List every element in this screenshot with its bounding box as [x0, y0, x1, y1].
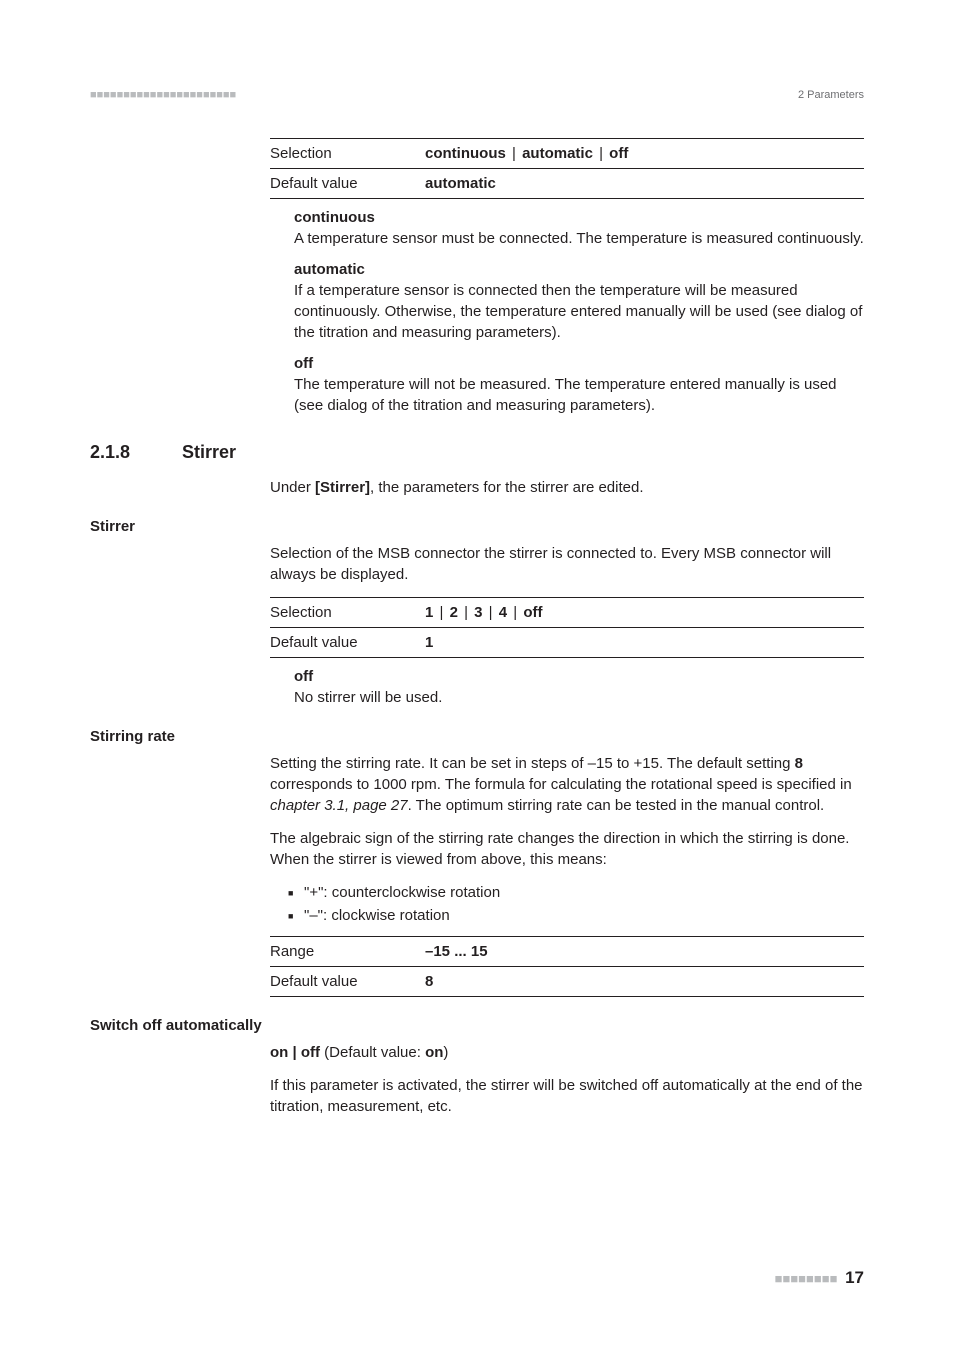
table-row: Selectioncontinuous | automatic | off: [270, 139, 864, 169]
page: ■■■■■■■■■■■■■■■■■■■■■■ 2 Parameters Sele…: [0, 0, 954, 1350]
stirrer-def-term: off: [294, 666, 864, 687]
intro-prefix: Under: [270, 479, 315, 496]
list-item: "+": counterclockwise rotation: [288, 882, 864, 903]
table-value: 8: [425, 967, 864, 997]
stirring-rate-para2: The algebraic sign of the stirring rate …: [270, 828, 864, 870]
footer-page-number: 17: [845, 1268, 864, 1287]
switch-off-block: on | off (Default value: on) If this par…: [270, 1042, 864, 1117]
definition-desc: If a temperature sensor is connected the…: [294, 280, 864, 343]
sr-p1-b: corresponds to 1000 rpm. The formula for…: [270, 776, 852, 793]
switch-off-opts-bold: on: [425, 1044, 443, 1061]
definition-term: automatic: [294, 259, 864, 280]
switch-off-para: If this parameter is activated, the stir…: [270, 1075, 864, 1117]
stirring-rate-bullets: "+": counterclockwise rotation"–": clock…: [288, 882, 864, 926]
table-value: continuous | automatic | off: [425, 139, 864, 169]
table-row: Default value1: [270, 628, 864, 658]
definition-term: off: [294, 353, 864, 374]
switch-off-opts-c: ): [443, 1044, 448, 1061]
header-dashes: ■■■■■■■■■■■■■■■■■■■■■■: [90, 88, 236, 103]
section-title: Stirrer: [182, 440, 236, 465]
table-key: Default value: [270, 628, 425, 658]
switch-off-opts-b: (Default value:: [320, 1044, 425, 1061]
table-value: automatic: [425, 169, 864, 199]
temperature-selection-table: Selectioncontinuous | automatic | offDef…: [270, 138, 864, 199]
page-footer: ■■■■■■■■ 17: [775, 1266, 864, 1290]
page-header: ■■■■■■■■■■■■■■■■■■■■■■ 2 Parameters: [90, 88, 864, 103]
stirrer-heading: Stirrer: [90, 516, 864, 537]
temperature-definitions: continuousA temperature sensor must be c…: [294, 207, 864, 416]
header-chapter: 2 Parameters: [798, 88, 864, 103]
table-row: Default valueautomatic: [270, 169, 864, 199]
stirring-rate-heading: Stirring rate: [90, 726, 864, 747]
sr-p1-a: Setting the stirring rate. It can be set…: [270, 755, 795, 772]
intro-suffix: , the parameters for the stirrer are edi…: [370, 479, 643, 496]
list-item: "–": clockwise rotation: [288, 905, 864, 926]
table-key: Default value: [270, 967, 425, 997]
table-key: Range: [270, 937, 425, 967]
table-row: Selection1 | 2 | 3 | 4 | off: [270, 598, 864, 628]
definition-term: continuous: [294, 207, 864, 228]
table-key: Selection: [270, 139, 425, 169]
section-number: 2.1.8: [90, 440, 182, 465]
table-key: Selection: [270, 598, 425, 628]
stirring-rate-para1: Setting the stirring rate. It can be set…: [270, 753, 864, 816]
table-value: –15 ... 15: [425, 937, 864, 967]
table-key: Default value: [270, 169, 425, 199]
stirrer-def-desc: No stirrer will be used.: [294, 687, 864, 708]
section-heading-row: 2.1.8 Stirrer: [90, 440, 864, 465]
stirrer-block: Selection of the MSB connector the stirr…: [270, 543, 864, 708]
sr-p1-ital: chapter 3.1, page 27: [270, 797, 408, 814]
switch-off-opts: on | off (Default value: on): [270, 1042, 864, 1063]
stirrer-def: off No stirrer will be used.: [294, 666, 864, 708]
stirring-rate-table: Range–15 ... 15Default value8: [270, 936, 864, 997]
temperature-selection-block: Selectioncontinuous | automatic | offDef…: [270, 138, 864, 416]
content: Selectioncontinuous | automatic | offDef…: [90, 138, 864, 1117]
stirrer-table: Selection1 | 2 | 3 | 4 | offDefault valu…: [270, 597, 864, 658]
stirring-rate-block: Setting the stirring rate. It can be set…: [270, 753, 864, 997]
table-row: Default value8: [270, 967, 864, 997]
definition-desc: The temperature will not be measured. Th…: [294, 374, 864, 416]
section-intro: Under [Stirrer], the parameters for the …: [270, 477, 864, 498]
sr-p1-c: . The optimum stirring rate can be teste…: [408, 797, 825, 814]
definition-desc: A temperature sensor must be connected. …: [294, 228, 864, 249]
table-value: 1: [425, 628, 864, 658]
stirrer-para: Selection of the MSB connector the stirr…: [270, 543, 864, 585]
table-row: Range–15 ... 15: [270, 937, 864, 967]
intro-bold: [Stirrer]: [315, 479, 370, 496]
sr-p1-bold: 8: [795, 755, 803, 772]
table-value: 1 | 2 | 3 | 4 | off: [425, 598, 864, 628]
switch-off-heading: Switch off automatically: [90, 1015, 864, 1036]
switch-off-opts-a: on | off: [270, 1044, 320, 1061]
footer-dashes: ■■■■■■■■: [775, 1271, 838, 1286]
